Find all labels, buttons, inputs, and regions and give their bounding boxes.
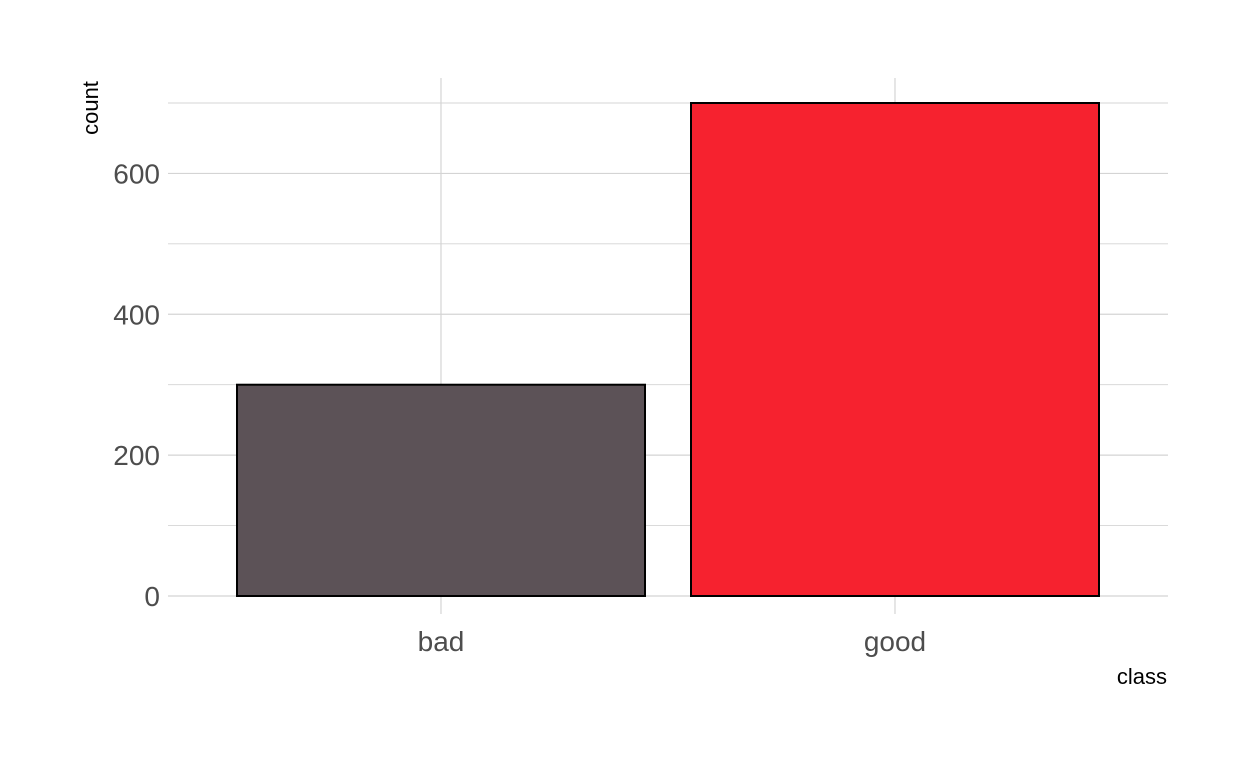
y-tick-label: 600: [113, 158, 160, 189]
y-axis-tick-labels: 0 200 400 600: [113, 158, 160, 612]
bar-good: [690, 102, 1100, 597]
x-tick-label-bad: bad: [418, 626, 465, 657]
y-tick-label: 0: [144, 581, 160, 612]
bars: [236, 102, 1100, 598]
y-tick-label: 200: [113, 440, 160, 471]
x-axis-tick-labels: bad good: [418, 626, 927, 657]
y-tick-label: 400: [113, 299, 160, 330]
bar-bad: [236, 383, 646, 598]
x-axis-title: class: [1117, 664, 1167, 689]
x-tick-label-good: good: [864, 626, 926, 657]
y-axis-title: count: [78, 81, 103, 135]
